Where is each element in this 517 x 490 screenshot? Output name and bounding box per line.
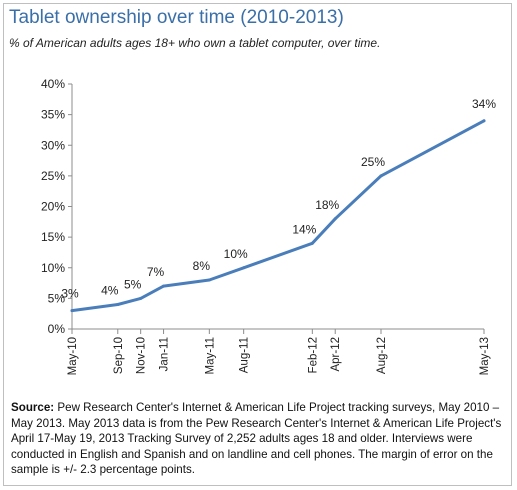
data-label: 4%	[101, 284, 119, 298]
chart-subtitle: % of American adults ages 18+ who own a …	[9, 36, 381, 50]
x-tick-label: May-13	[479, 337, 491, 375]
x-tick-label: Sep-10	[113, 337, 125, 374]
source-note: Source: Pew Research Center's Internet &…	[11, 400, 505, 478]
y-tick-label: 20%	[41, 200, 65, 214]
y-tick-label: 5%	[48, 291, 66, 305]
y-tick-label: 25%	[41, 169, 65, 183]
y-tick-label: 40%	[41, 77, 65, 91]
data-point	[116, 303, 120, 306]
data-label: 18%	[315, 198, 339, 212]
data-label: 34%	[472, 97, 496, 111]
figure-frame	[3, 3, 512, 486]
y-tick-label: 35%	[41, 108, 65, 122]
x-tick-label: May-10	[67, 337, 79, 375]
data-label: 3%	[61, 287, 79, 301]
data-label: 8%	[193, 259, 211, 273]
data-label: 25%	[361, 155, 385, 169]
data-point	[379, 174, 383, 178]
x-tick-label: Aug-12	[376, 337, 388, 374]
data-point	[162, 284, 166, 288]
chart-title: Tablet ownership over time (2010-2013)	[9, 7, 344, 28]
data-point	[242, 266, 246, 270]
line-chart: 0% 5% 10% 15% 20% 25% 30% 35% 40% May-10 Sep-10 Nov…	[41, 77, 496, 375]
y-tick-label: 0%	[48, 322, 66, 336]
series-line	[70, 119, 486, 313]
x-tick-label: Jan-11	[159, 337, 171, 371]
x-tick-label: Feb-12	[307, 337, 319, 373]
x-tick-label: May-11	[204, 337, 216, 375]
x-tick-label: Apr-12	[330, 337, 342, 372]
data-label: 5%	[124, 277, 142, 291]
y-tick-label: 10%	[41, 261, 65, 275]
data-point	[482, 119, 486, 123]
data-point	[207, 278, 211, 282]
data-point	[310, 241, 314, 245]
data-point	[333, 217, 337, 221]
source-text: Pew Research Center's Internet & America…	[11, 401, 502, 476]
data-point	[139, 296, 143, 300]
data-label: 10%	[224, 247, 248, 261]
x-tick-label: Nov-10	[136, 337, 148, 374]
data-label: 7%	[147, 265, 165, 279]
data-point	[70, 309, 74, 313]
x-tick-label: Aug-11	[239, 337, 251, 373]
data-label: 14%	[292, 222, 316, 236]
source-label: Source:	[11, 401, 55, 414]
y-tick-label: 15%	[41, 230, 65, 244]
y-tick-label: 30%	[41, 138, 65, 152]
